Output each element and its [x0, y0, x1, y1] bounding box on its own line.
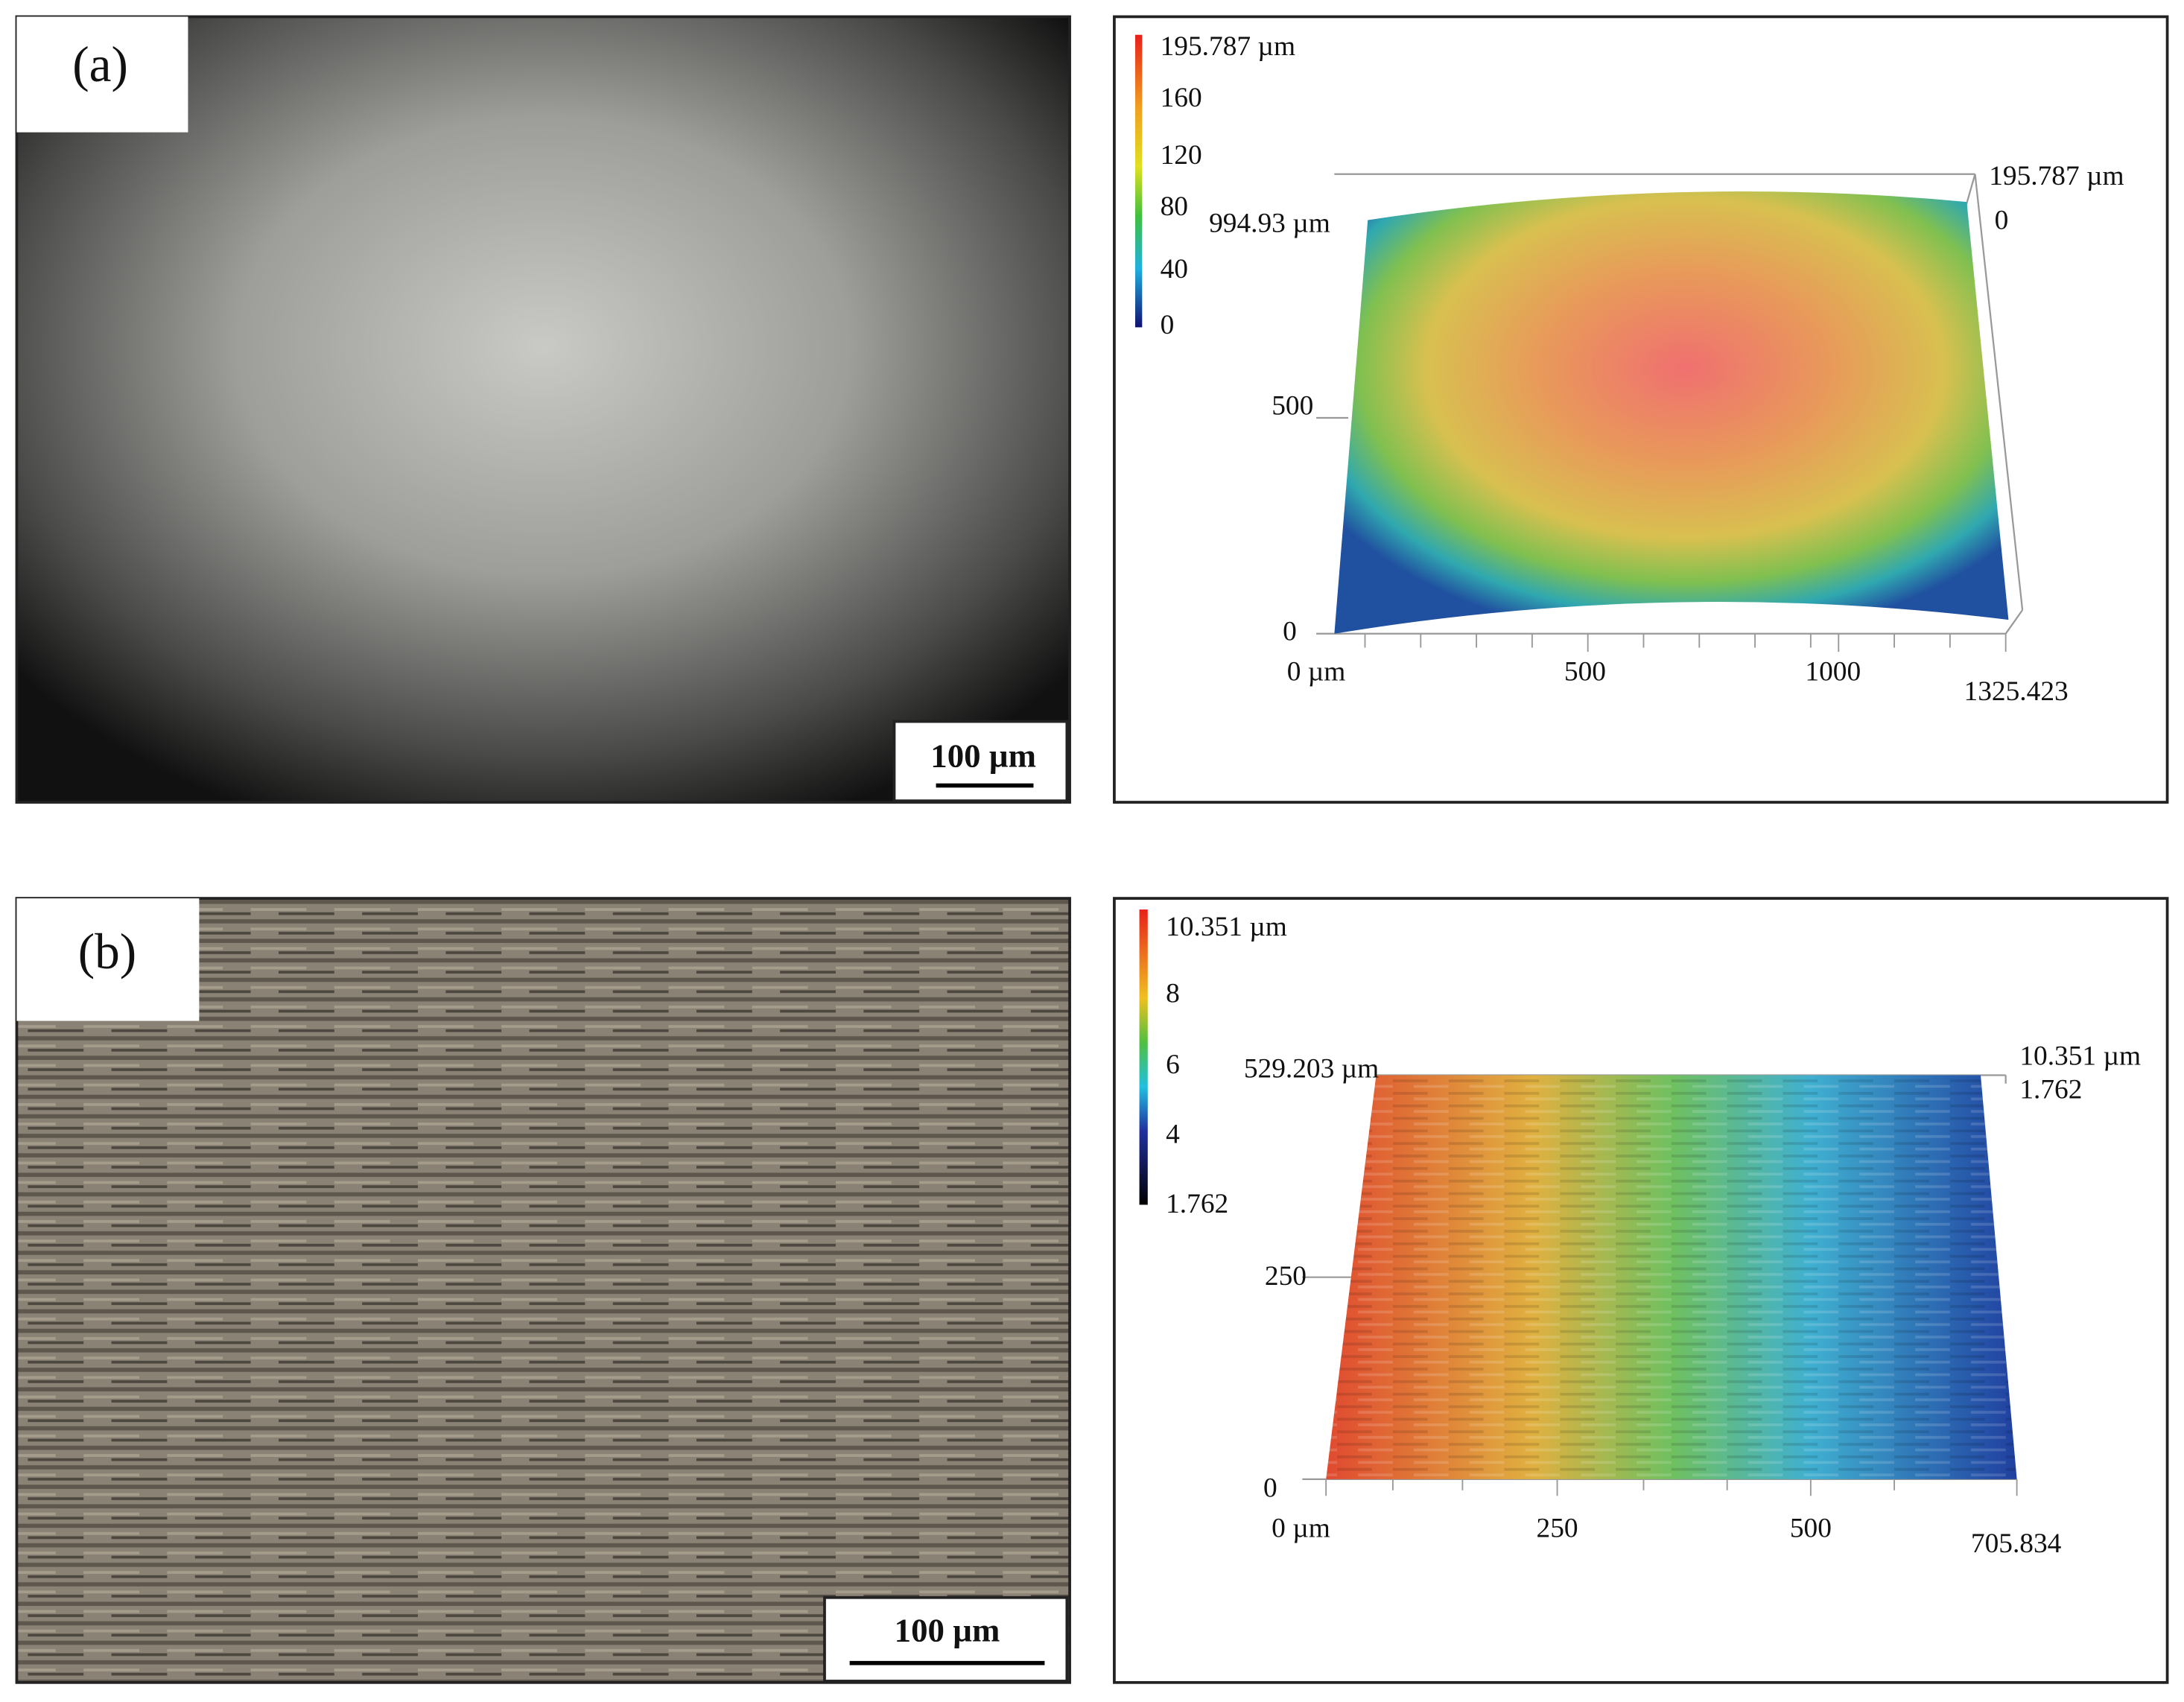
colorbar: [1134, 34, 1143, 328]
x-axis-label: 705.834: [1971, 1528, 2062, 1559]
label-box: [16, 16, 188, 133]
colorbar-label: 0: [1161, 310, 1175, 340]
y-axis-label: 0: [1263, 1473, 1277, 1503]
colorbar-label: 160: [1161, 83, 1202, 113]
surface-texture: [1326, 1075, 2017, 1479]
y-axis-label: 500: [1272, 390, 1313, 421]
colorbar-label: 6: [1166, 1050, 1180, 1080]
scale-bar-label: 100 µm: [930, 737, 1036, 774]
x-ticks: [1364, 633, 2007, 652]
colorbar-label: 120: [1161, 140, 1202, 171]
x-ticks: [1325, 1479, 2018, 1496]
z-axis-label: 0: [1995, 206, 2009, 236]
colorbar-label: 195.787 µm: [1161, 31, 1295, 62]
y-axis-label: 0: [1283, 616, 1297, 647]
scale-bar-label: 100 µm: [895, 1612, 1000, 1649]
y-axis-label: 529.203 µm: [1244, 1054, 1379, 1085]
x-axis-label: 500: [1564, 657, 1606, 688]
y-axis-label: 994.93 µm: [1209, 208, 1330, 238]
z-axis-label: 10.351 µm: [2019, 1041, 2141, 1072]
y-axis-label: 250: [1265, 1261, 1307, 1292]
panel-label: (a): [72, 36, 128, 92]
label-box: [16, 898, 200, 1021]
panel-label: (b): [78, 924, 136, 979]
x-axis-label: 250: [1537, 1514, 1578, 1544]
colorbar-label: 8: [1166, 979, 1180, 1009]
colorbar-label: 10.351 µm: [1166, 912, 1287, 942]
micrograph: [15, 897, 1071, 1684]
x-axis-label: 1325.423: [1964, 676, 2069, 707]
z-axis-label: 1.762: [2019, 1075, 2082, 1105]
colorbar-label: 4: [1166, 1119, 1180, 1149]
colorbar: [1139, 909, 1148, 1205]
x-axis-label: 1000: [1805, 657, 1861, 688]
colorbar-label: 40: [1161, 254, 1188, 285]
colorbar-label: 80: [1161, 191, 1188, 222]
surface-3d: [1334, 191, 2009, 634]
micrograph: [15, 15, 1071, 804]
x-axis-label: 0 µm: [1287, 657, 1346, 688]
scale-bar-box: [823, 1595, 1069, 1683]
colorbar-label: 1.762: [1166, 1189, 1228, 1219]
x-axis-label: 0 µm: [1272, 1514, 1330, 1544]
x-axis-label: 500: [1790, 1514, 1832, 1544]
z-axis-label: 195.787 µm: [1989, 161, 2124, 191]
